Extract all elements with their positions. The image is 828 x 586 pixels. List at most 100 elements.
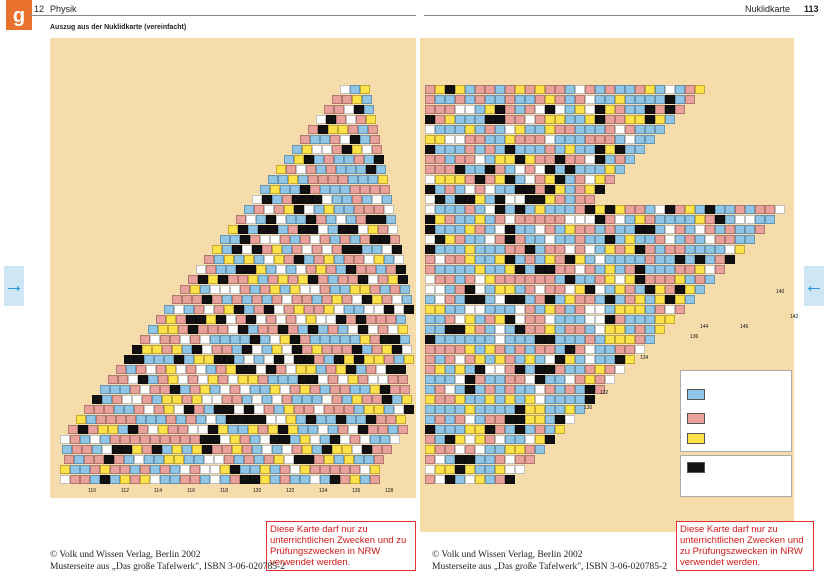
nuclide-cell: [735, 225, 745, 234]
prev-page-button[interactable]: →: [4, 266, 24, 306]
nuclide-cell: [190, 335, 200, 344]
nuclide-cell: [388, 225, 398, 234]
nuclide-cell: [665, 215, 675, 224]
nuclide-cell: [605, 125, 615, 134]
nuclide-cell: [585, 305, 595, 314]
nuclide-cell: [695, 235, 705, 244]
nuclide-cell: [268, 225, 278, 234]
nuclide-cell: [495, 155, 505, 164]
nuclide-cell: [386, 415, 396, 424]
nuclide-cell: [565, 265, 575, 274]
nuclide-cell: [292, 345, 302, 354]
nuclide-cell: [202, 395, 212, 404]
nuclide-cell: [234, 305, 244, 314]
next-page-button[interactable]: ←: [804, 266, 824, 306]
nuclide-cell: [585, 395, 595, 404]
nuclide-cell: [320, 465, 330, 474]
nuclide-cell: [615, 265, 625, 274]
nuclide-cell: [625, 145, 635, 154]
nuclide-cell: [176, 365, 186, 374]
nuclide-cell: [545, 265, 555, 274]
nuclide-cell: [475, 325, 485, 334]
nuclide-cell: [354, 355, 364, 364]
nuclide-cell: [645, 295, 655, 304]
nuclide-cell: [435, 285, 445, 294]
nuclide-cell: [318, 375, 328, 384]
nuclide-cell: [344, 405, 354, 414]
nuclide-cell: [435, 185, 445, 194]
nuclide-cell: [435, 365, 445, 374]
nuclide-cell: [286, 165, 296, 174]
nuclide-cell: [535, 425, 545, 434]
nuclide-cell: [565, 235, 575, 244]
nuclide-cell: [475, 435, 485, 444]
nuclide-cell: [286, 215, 296, 224]
nuclide-cell: [334, 355, 344, 364]
nuclide-cell: [595, 285, 605, 294]
nuclide-cell: [425, 135, 435, 144]
nuclide-cell: [475, 235, 485, 244]
nuclide-cell: [675, 305, 685, 314]
nuclide-cell: [328, 375, 338, 384]
nuclide-cell: [595, 315, 605, 324]
nuclide-cell: [435, 295, 445, 304]
nuclide-cell: [340, 465, 350, 474]
nuclide-cell: [485, 475, 495, 484]
nuclide-cell: [625, 245, 635, 254]
nuclide-cell: [465, 245, 475, 254]
nuclide-cell: [595, 265, 605, 274]
nuclide-cell: [515, 145, 525, 154]
nuclide-cell: [368, 375, 378, 384]
nuclide-cell: [495, 405, 505, 414]
nuclide-cell: [378, 425, 388, 434]
nuclide-cell: [625, 335, 635, 344]
nuclide-cell: [330, 185, 340, 194]
nuclide-cell: [240, 465, 250, 474]
nuclide-cell: [565, 155, 575, 164]
nuclide-cell: [675, 255, 685, 264]
nuclide-cell: [455, 365, 465, 374]
right-header-rule: [424, 15, 814, 16]
nuclide-cell: [495, 295, 505, 304]
nuclide-cell: [465, 425, 475, 434]
nuclide-cell: [495, 95, 505, 104]
nuclide-cell: [320, 285, 330, 294]
nuclide-cell: [174, 305, 184, 314]
nuclide-cell: [485, 285, 495, 294]
nuclide-cell: [725, 255, 735, 264]
nuclide-cell: [350, 335, 360, 344]
nuclide-cell: [655, 305, 665, 314]
nuclide-cell: [635, 245, 645, 254]
nuclide-cell: [404, 355, 414, 364]
nuclide-cell: [344, 305, 354, 314]
nuclide-cell: [535, 375, 545, 384]
nuclide-cell: [585, 295, 595, 304]
nuclide-cell: [178, 425, 188, 434]
nuclide-cell: [316, 115, 326, 124]
nuclide-cell: [455, 245, 465, 254]
nuclide-cell: [575, 195, 585, 204]
nuclide-cell: [595, 355, 605, 364]
nuclide-cell: [435, 305, 445, 314]
nuclide-cell: [348, 175, 358, 184]
nuclide-cell: [192, 295, 202, 304]
nuclide-cell: [346, 315, 356, 324]
nuclide-cell: [264, 455, 274, 464]
nuclide-cell: [254, 405, 264, 414]
nuclide-cell: [196, 415, 206, 424]
nuclide-cell: [398, 275, 408, 284]
nuclide-cell: [236, 415, 246, 424]
nuclide-cell: [360, 465, 370, 474]
nuclide-cell: [324, 155, 334, 164]
nuclide-cell: [525, 285, 535, 294]
nuclide-cell: [184, 405, 194, 414]
nuclide-cell: [515, 435, 525, 444]
nuclide-cell: [364, 205, 374, 214]
nuclide-cell: [322, 195, 332, 204]
nuclide-cell: [565, 255, 575, 264]
nuclide-cell: [244, 405, 254, 414]
nuclide-cell: [655, 235, 665, 244]
nuclide-cell: [525, 255, 535, 264]
nuclide-cell: [555, 205, 565, 214]
nuclide-cell: [585, 385, 595, 394]
